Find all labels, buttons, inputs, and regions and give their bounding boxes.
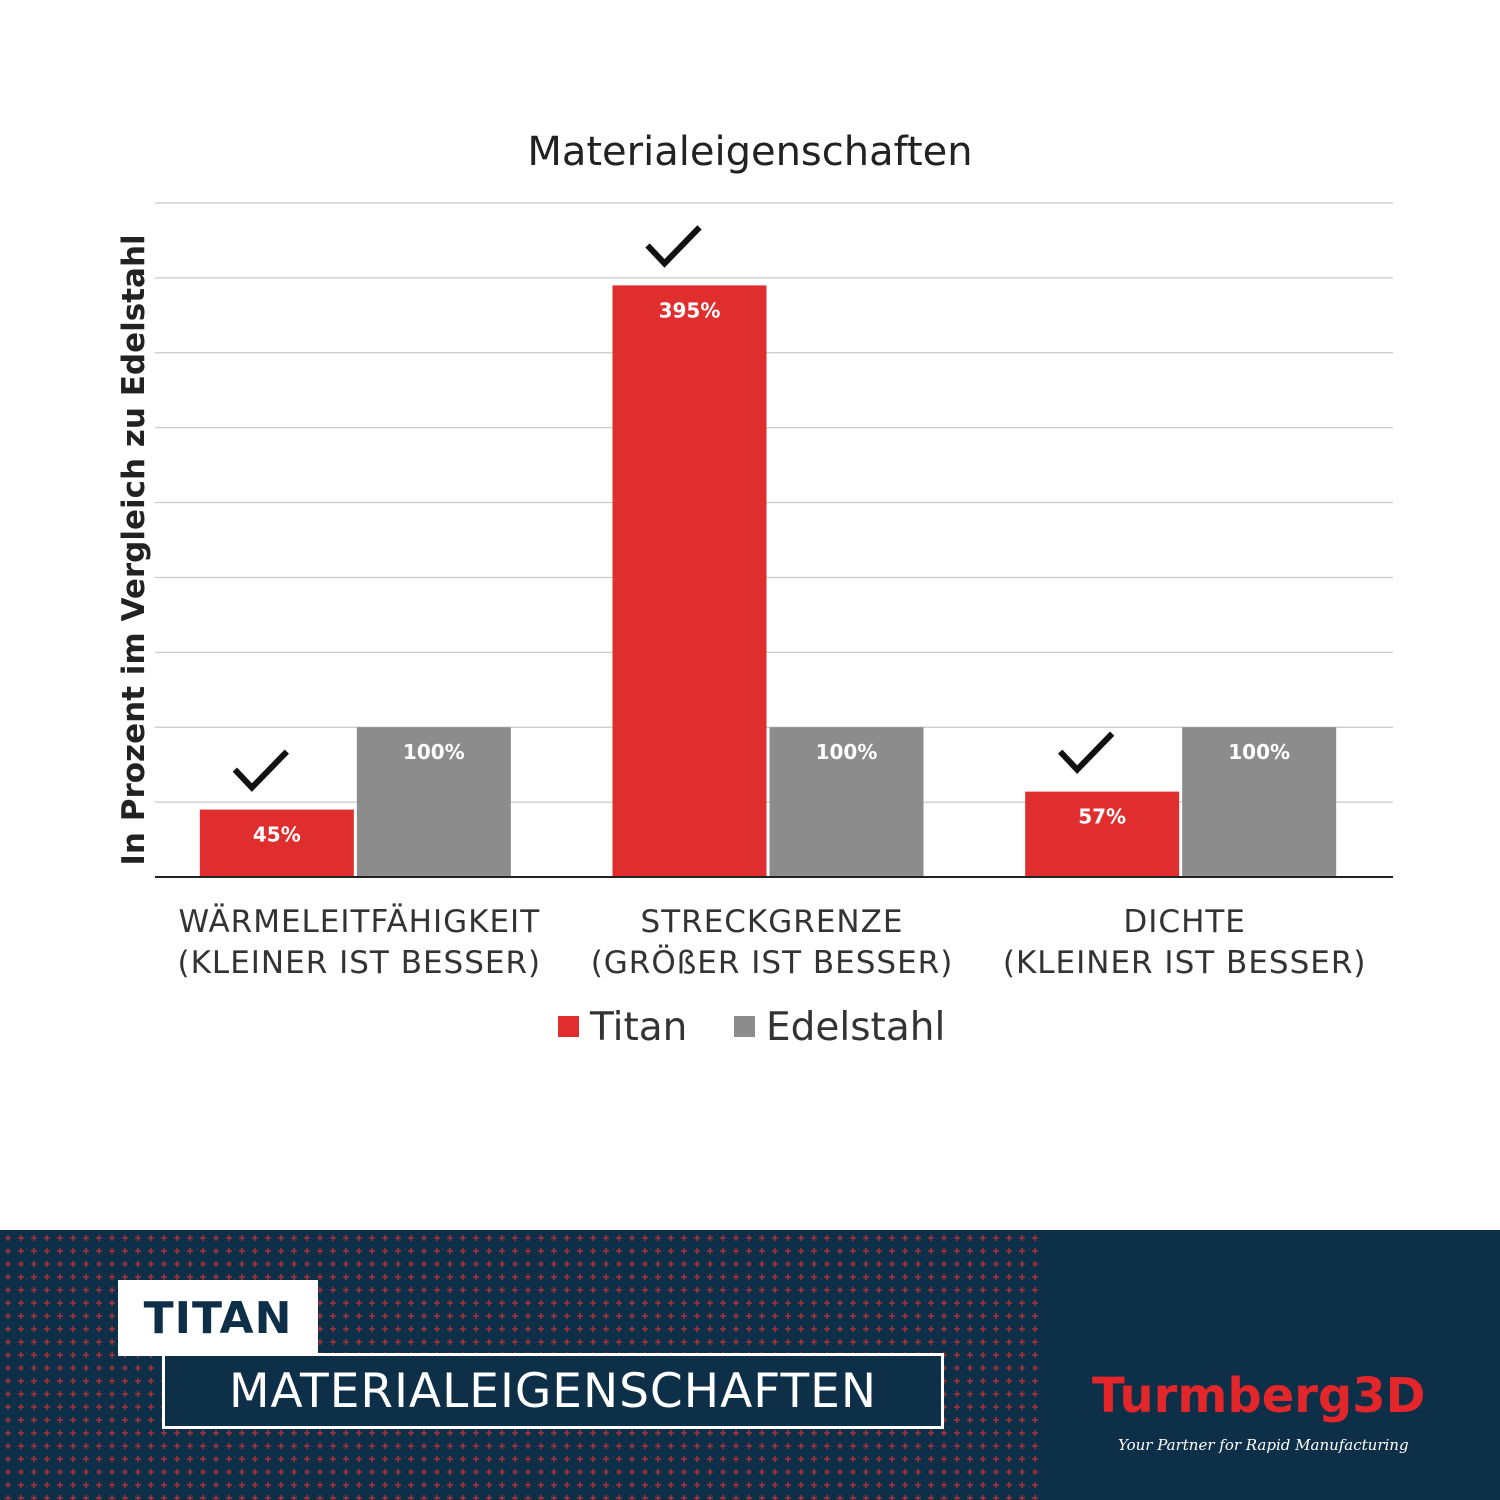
legend-label-edelstahl: Edelstahl	[766, 1005, 945, 1050]
category-labels: WÄRMELEITFÄHIGKEIT (KLEINER IST BESSER) ST…	[178, 904, 1367, 981]
bar-titan-1	[612, 285, 767, 877]
bar-titan-2	[1025, 791, 1180, 877]
bar-label-edelstahl-2: 100%	[1228, 740, 1290, 764]
legend: Titan Edelstahl	[558, 1005, 945, 1050]
bar-value-labels: 45% 100% 395% 100% 57% 100%	[253, 298, 1290, 846]
legend-label-titan: Titan	[589, 1005, 687, 1050]
banner-title-bottom-box: MATERIALEIGENSCHAFTEN	[162, 1353, 944, 1429]
category-label-0-line-0: WÄRMELEITFÄHIGKEIT	[179, 904, 541, 940]
category-label-2-line-0: DICHTE	[1123, 904, 1246, 940]
banner-title-top: TITAN	[143, 1292, 293, 1344]
checkmark-icon	[645, 225, 702, 268]
legend-swatch-edelstahl	[734, 1016, 755, 1037]
bar-chart: Materialeigenschaften In Prozent im Verg…	[116, 129, 1393, 1050]
bar-titan-0	[199, 809, 354, 877]
category-label-1-line-1: (GRÖßER IST BESSER)	[591, 944, 954, 981]
legend-swatch-titan	[558, 1016, 579, 1037]
category-label-0-line-1: (KLEINER IST BESSER)	[178, 945, 542, 981]
bar-label-edelstahl-1: 100%	[816, 740, 878, 764]
grid-lines	[155, 202, 1393, 803]
category-label-2-line-1: (KLEINER IST BESSER)	[1003, 945, 1367, 981]
bar-label-titan-0: 45%	[253, 823, 301, 847]
chart-title: Materialeigenschaften	[527, 129, 972, 175]
bars	[199, 285, 1337, 877]
banner-title-top-box: TITAN	[118, 1280, 318, 1356]
bar-label-titan-1: 395%	[659, 298, 721, 322]
category-label-1-line-0: STRECKGRENZE	[641, 904, 904, 940]
bar-edelstahl-2	[1182, 727, 1337, 877]
brand-tagline: Your Partner for Rapid Manufacturing	[1118, 1436, 1409, 1454]
brand-logo: Turmberg3D	[1092, 1368, 1426, 1424]
y-axis-label: In Prozent im Vergleich zu Edelstahl	[116, 234, 152, 865]
checkmark-icon	[232, 749, 289, 792]
banner-title-bottom: MATERIALEIGENSCHAFTEN	[228, 1363, 878, 1419]
bar-edelstahl-0	[356, 727, 511, 877]
bar-label-titan-2: 57%	[1078, 805, 1126, 829]
bar-edelstahl-1	[769, 727, 924, 877]
checkmark-icon	[1057, 731, 1115, 774]
checkmarks	[232, 225, 1115, 792]
bar-label-edelstahl-0: 100%	[403, 740, 465, 764]
